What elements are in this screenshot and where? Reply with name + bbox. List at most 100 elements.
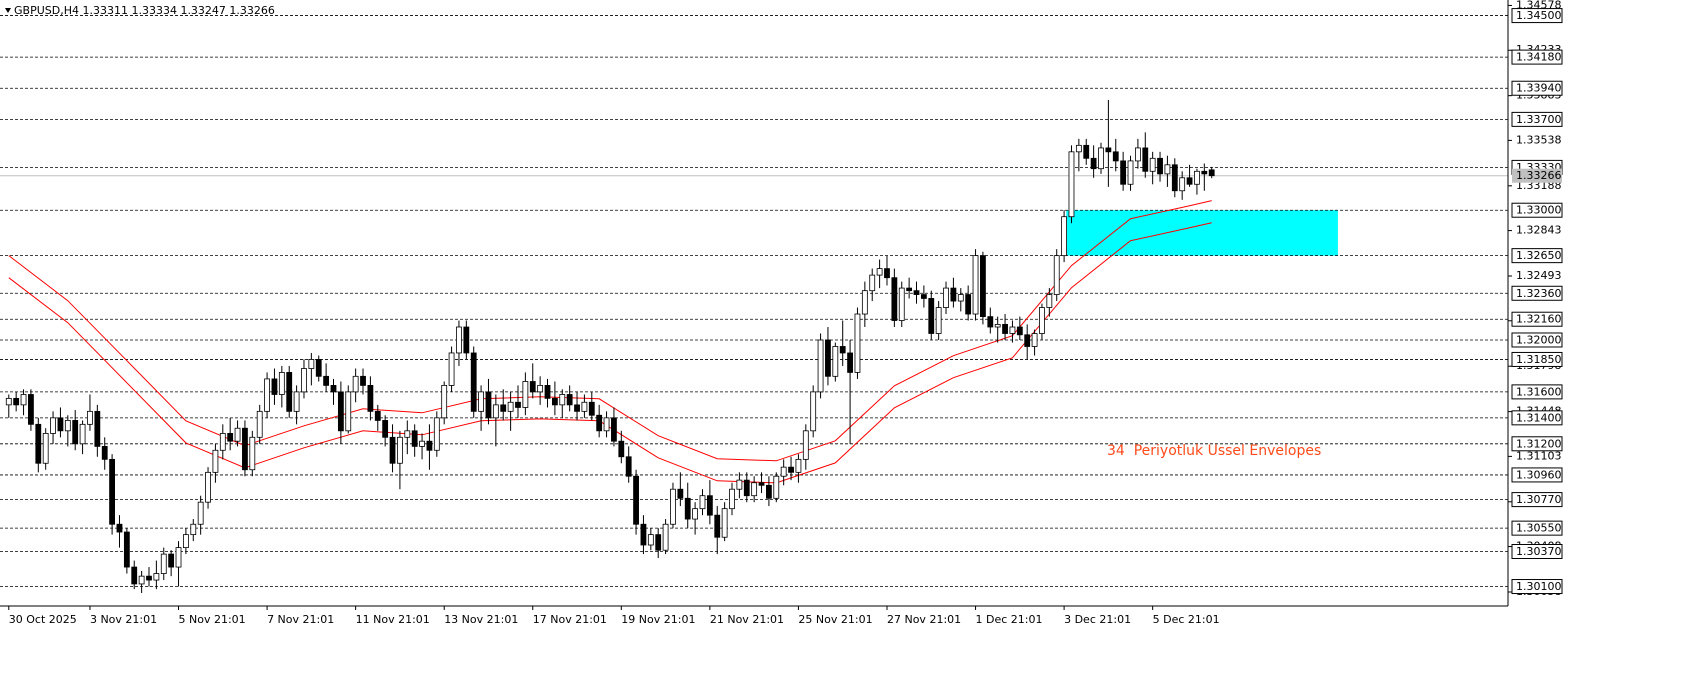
candle-body xyxy=(972,255,979,315)
candle-layer xyxy=(5,99,1215,594)
level-label: 1.30100 xyxy=(1516,580,1562,593)
candle-body xyxy=(1149,157,1156,172)
menu-triangle xyxy=(5,8,11,13)
candle-body xyxy=(35,423,42,464)
candle-body xyxy=(1208,169,1215,177)
level-label-box xyxy=(1511,436,1563,452)
candle-body xyxy=(242,427,248,471)
candle-body xyxy=(928,298,935,334)
candle-body xyxy=(625,456,632,477)
candle-body xyxy=(566,394,573,406)
level-label-box xyxy=(1511,492,1563,508)
candle-body xyxy=(1046,294,1053,308)
level-label: 1.30550 xyxy=(1516,522,1562,535)
candle-body xyxy=(79,423,86,445)
candle-body xyxy=(138,575,145,585)
candle-body xyxy=(360,375,366,386)
x-tick-label: 30 Oct 2025 xyxy=(9,613,77,626)
candle-body xyxy=(448,352,455,386)
candle-body xyxy=(205,471,211,503)
candle-body xyxy=(515,401,521,408)
candle-body xyxy=(323,375,330,386)
y-tick-label: 1.32843 xyxy=(1516,224,1562,237)
level-label-box xyxy=(1511,467,1563,483)
candle-body xyxy=(1039,307,1045,334)
level-label-box xyxy=(1511,111,1563,127)
candle-body xyxy=(935,307,942,334)
x-tick-label: 3 Dec 21:01 xyxy=(1064,613,1131,626)
candle-body xyxy=(817,339,824,393)
candle-body xyxy=(175,547,182,568)
grid-layer xyxy=(0,15,1508,587)
level-label-box xyxy=(1511,410,1563,426)
candle-body xyxy=(374,410,381,421)
level-label-box xyxy=(1511,80,1563,96)
candle-body xyxy=(692,508,699,520)
candle-body xyxy=(426,440,433,451)
level-label-box xyxy=(1511,49,1563,65)
candle-body xyxy=(1194,170,1200,185)
level-label-box xyxy=(1511,520,1563,536)
candle-body xyxy=(729,488,735,510)
candle-body xyxy=(463,326,470,354)
level-label-box xyxy=(1511,248,1563,264)
candle-body xyxy=(64,420,71,432)
level-label: 1.30370 xyxy=(1516,545,1562,558)
candle-body xyxy=(832,346,839,377)
candle-body xyxy=(42,433,49,464)
candle-body xyxy=(1105,147,1112,153)
candle-body xyxy=(1090,157,1097,170)
candle-body xyxy=(1179,177,1186,192)
candle-body xyxy=(1061,216,1068,257)
candle-body xyxy=(1157,157,1163,175)
x-tick-label: 19 Nov 21:01 xyxy=(621,613,695,626)
candle-body xyxy=(1002,324,1008,334)
candle-body xyxy=(1098,147,1104,170)
candle-body xyxy=(197,501,204,525)
y-tick-label: 1.32493 xyxy=(1516,269,1562,282)
candle-body xyxy=(389,436,396,464)
candle-body xyxy=(13,397,20,406)
axis-layer: 1.345781.342331.338831.335381.331881.328… xyxy=(0,0,1563,626)
candle-body xyxy=(5,397,12,406)
candle-body xyxy=(1127,160,1134,185)
candle-body xyxy=(677,488,684,499)
candle-body xyxy=(736,479,743,490)
candle-body xyxy=(72,420,79,445)
zone xyxy=(1066,210,1338,256)
candle-body xyxy=(1201,170,1208,175)
candle-body xyxy=(684,497,691,520)
candle-body xyxy=(898,287,905,321)
candle-body xyxy=(146,575,152,581)
candle-body xyxy=(441,385,448,419)
candle-body xyxy=(182,534,189,549)
candle-body xyxy=(492,404,499,419)
candle-body xyxy=(1142,147,1149,172)
zone-layer xyxy=(1066,210,1338,256)
level-label: 1.34180 xyxy=(1516,51,1562,64)
x-tick-label: 25 Nov 21:01 xyxy=(798,613,872,626)
candle-body xyxy=(640,523,647,546)
candle-body xyxy=(1112,151,1119,162)
candle-body xyxy=(1164,164,1171,175)
level-label-box xyxy=(1511,384,1563,400)
candle-body xyxy=(28,394,34,425)
candle-body xyxy=(57,417,64,432)
candle-body xyxy=(131,566,138,585)
level-label: 1.32160 xyxy=(1516,313,1562,326)
level-label-box xyxy=(1511,285,1563,301)
level-label: 1.31850 xyxy=(1516,353,1562,366)
candle-body xyxy=(780,466,787,477)
candle-body xyxy=(891,277,898,321)
candle-body xyxy=(264,378,270,412)
level-label: 1.33700 xyxy=(1516,113,1562,126)
candle-body xyxy=(706,495,713,516)
candle-body xyxy=(50,417,56,434)
candle-body xyxy=(478,391,484,412)
current-price-box xyxy=(1512,168,1562,183)
x-tick-label: 1 Dec 21:01 xyxy=(976,613,1043,626)
candle-body xyxy=(116,523,123,533)
x-tick-label: 5 Dec 21:01 xyxy=(1153,613,1220,626)
y-tick-label: 1.34578 xyxy=(1516,0,1562,11)
candle-body xyxy=(345,391,352,432)
